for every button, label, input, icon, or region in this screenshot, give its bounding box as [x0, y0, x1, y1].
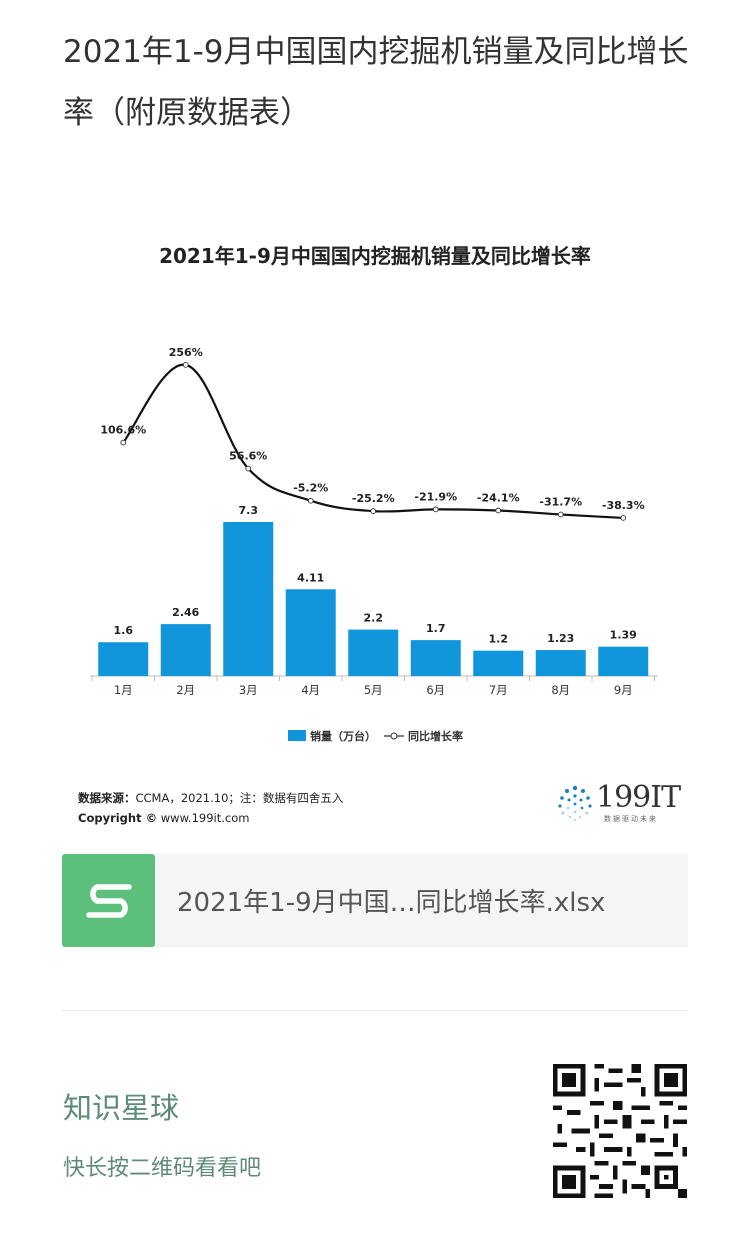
- x-tick-label: 7月: [489, 683, 508, 697]
- x-tick-label: 3月: [239, 683, 258, 697]
- bar-value-label: 1.2: [489, 633, 509, 646]
- attachment-file-card[interactable]: 2021年1-9月中国…同比增长率.xlsx: [62, 854, 688, 947]
- promo-subtitle: 快长按二维码看看吧: [63, 1156, 262, 1181]
- growth-rate-point: [245, 465, 252, 472]
- legend-line-marker: [390, 732, 398, 740]
- growth-rate-point: [120, 439, 127, 446]
- brand-logo: 199IT 数据驱动未来: [552, 780, 682, 828]
- growth-rate-label: 56.6%: [229, 450, 267, 463]
- bar-value-label: 2.46: [172, 606, 199, 619]
- bar-value-label: 1.39: [610, 629, 637, 642]
- qr-code-icon[interactable]: [553, 1064, 687, 1198]
- growth-rate-label: -24.1%: [477, 492, 520, 505]
- attachment-file-name[interactable]: 2021年1-9月中国…同比增长率.xlsx: [177, 888, 606, 918]
- growth-rate-point: [432, 506, 439, 513]
- bar-5: [348, 629, 399, 676]
- bar-9: [598, 646, 649, 676]
- legend-bar-swatch: [288, 730, 306, 741]
- copyright-label: Copyright ©: [78, 811, 158, 825]
- section-divider: [62, 1010, 688, 1011]
- bar-value-label: 1.7: [426, 622, 446, 635]
- x-tick-label: 4月: [301, 683, 320, 697]
- growth-rate-label: -31.7%: [539, 495, 582, 508]
- bar-3: [223, 521, 274, 676]
- article-title: 2021年1-9月中国国内挖掘机销量及同比增长率（附原数据表）: [63, 34, 689, 131]
- growth-rate-label: -25.2%: [352, 492, 395, 505]
- source-label: 数据来源：: [78, 791, 136, 805]
- chart-title: 2021年1-9月中国国内挖掘机销量及同比增长率: [159, 244, 591, 268]
- bar-6: [410, 640, 461, 676]
- bar-2: [160, 624, 211, 676]
- x-tick-label: 8月: [551, 683, 570, 697]
- x-tick-label: 5月: [364, 683, 383, 697]
- x-tick-label: 9月: [614, 683, 633, 697]
- growth-rate-label: 106.6%: [100, 424, 146, 437]
- x-tick-label: 2月: [176, 683, 195, 697]
- growth-rate-point: [620, 515, 627, 521]
- growth-rate-line: [122, 363, 624, 520]
- chart-canvas: 1月 2月 3月 4月 5月 6月 7月 8月 9月 1.6 2.46 7.3 4.11 2.2 1.7 1.…: [90, 346, 658, 743]
- bar-value-label: 1.6: [114, 624, 134, 637]
- chart-source: 数据来源：CCMA，2021.10；注：数据有四舍五入 Copyright © …: [78, 788, 343, 828]
- bar-value-label: 7.3: [239, 504, 259, 517]
- legend-line-label: 同比增长率: [408, 729, 463, 743]
- spreadsheet-s-icon: [62, 854, 155, 947]
- growth-rate-point: [182, 362, 189, 368]
- growth-rate-point: [370, 508, 377, 514]
- growth-rate-point: [495, 507, 502, 514]
- growth-rate-label: 256%: [169, 346, 203, 359]
- bar-value-label: 1.23: [547, 632, 574, 645]
- growth-rate-label: -38.3%: [602, 499, 645, 512]
- logo-wordmark: 199IT: [596, 780, 681, 815]
- bar-7: [473, 650, 524, 676]
- copyright-text: www.199it.com: [157, 811, 250, 825]
- bar-value-label: 4.11: [297, 571, 324, 584]
- bar-1: [98, 642, 149, 676]
- x-tick-label: 6月: [426, 683, 445, 697]
- growth-rate-point: [307, 497, 314, 504]
- logo-tagline: 数据驱动未来: [604, 815, 658, 823]
- x-tick-label: 1月: [114, 683, 133, 697]
- logo-dots-icon: [558, 785, 592, 821]
- bar-4: [285, 589, 336, 676]
- growth-rate-point: [557, 511, 564, 518]
- promo-title: 知识星球: [63, 1091, 180, 1125]
- legend-bar-label: 销量（万台）: [310, 729, 376, 743]
- bar-8: [535, 650, 586, 676]
- growth-rate-label: -21.9%: [414, 490, 457, 503]
- chart-image: 1月 2月 3月 4月 5月 6月 7月 8月 9月 1.6 2.46 7.3 4.11 2.2 1.7 1.…: [62, 218, 688, 838]
- growth-rate-label: -5.2%: [293, 482, 328, 495]
- bar-value-label: 2.2: [364, 612, 384, 625]
- source-text: CCMA，2021.10；注：数据有四舍五入: [135, 791, 344, 805]
